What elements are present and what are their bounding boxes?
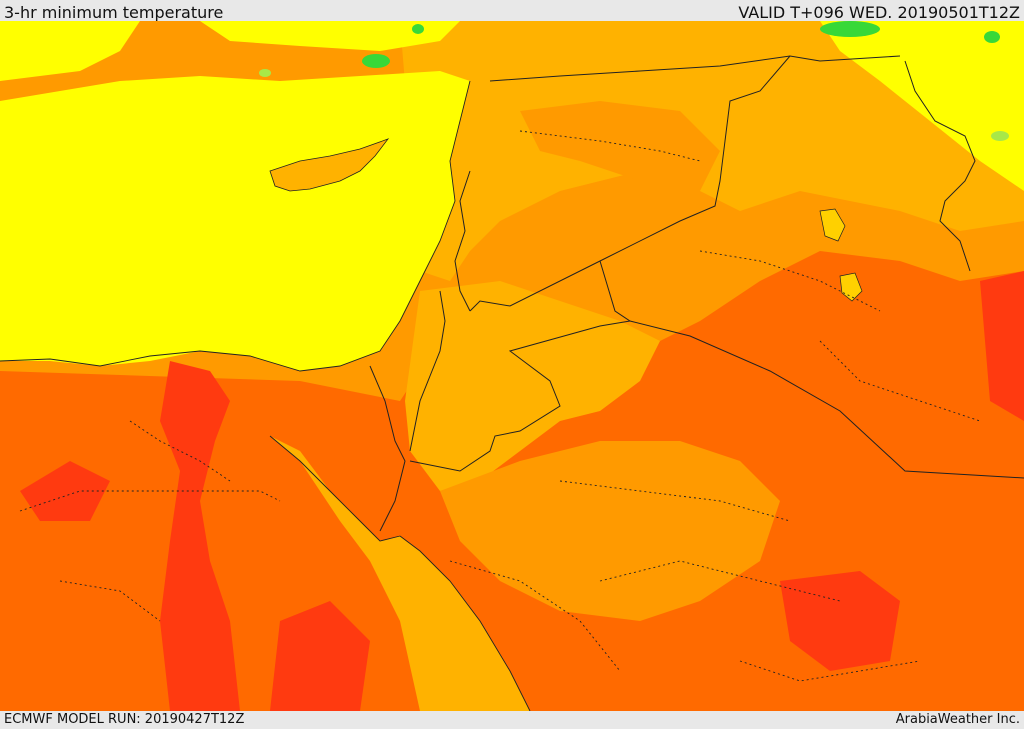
map-header: 3-hr minimum temperature VALID T+096 WED…: [0, 0, 1024, 22]
saudi-orange-zone: [440, 441, 780, 621]
model-run-label: ECMWF MODEL RUN: 20190427T12Z: [4, 712, 245, 727]
province-borders: [19, 130, 981, 682]
green-cold-spot-3: [820, 21, 880, 37]
temperature-map: [0, 21, 1024, 711]
green-cold-spot-6: [991, 131, 1009, 141]
northeast-yellow-zone: [820, 21, 1024, 191]
green-cold-spot-1: [362, 54, 390, 68]
green-cold-spot-2: [412, 24, 424, 34]
syria-orange-patch: [520, 101, 720, 191]
lake-tharthar: [819, 208, 846, 242]
map-footer: ECMWF MODEL RUN: 20190427T12Z ArabiaWeat…: [0, 711, 1024, 729]
jordan-gold-zone: [405, 281, 660, 491]
cyprus-island: [269, 138, 390, 192]
saudi-red-patch: [780, 571, 900, 671]
green-cold-spot-5: [259, 69, 271, 77]
iraq-red-patch: [980, 271, 1024, 421]
credit-label: ArabiaWeather Inc.: [895, 712, 1020, 727]
map-title: 3-hr minimum temperature: [4, 3, 224, 22]
egypt-south-red-patch: [270, 601, 370, 711]
mediterranean-sea-fill: [0, 71, 470, 371]
aegean-yellow-zone: [0, 21, 140, 81]
country-borders: [369, 55, 1024, 532]
green-cold-spot-4: [984, 31, 1000, 43]
egypt-west-red-patch: [20, 461, 110, 521]
nile-red-streak: [160, 361, 240, 711]
black-sea-coast-yellow: [200, 21, 460, 51]
red-sea-fill: [270, 436, 530, 711]
coastlines: [0, 80, 531, 711]
north-gold-zone: [0, 21, 1024, 281]
valid-time-label: VALID T+096 WED. 20190501T12Z: [738, 3, 1020, 22]
lake-milh: [839, 272, 863, 302]
